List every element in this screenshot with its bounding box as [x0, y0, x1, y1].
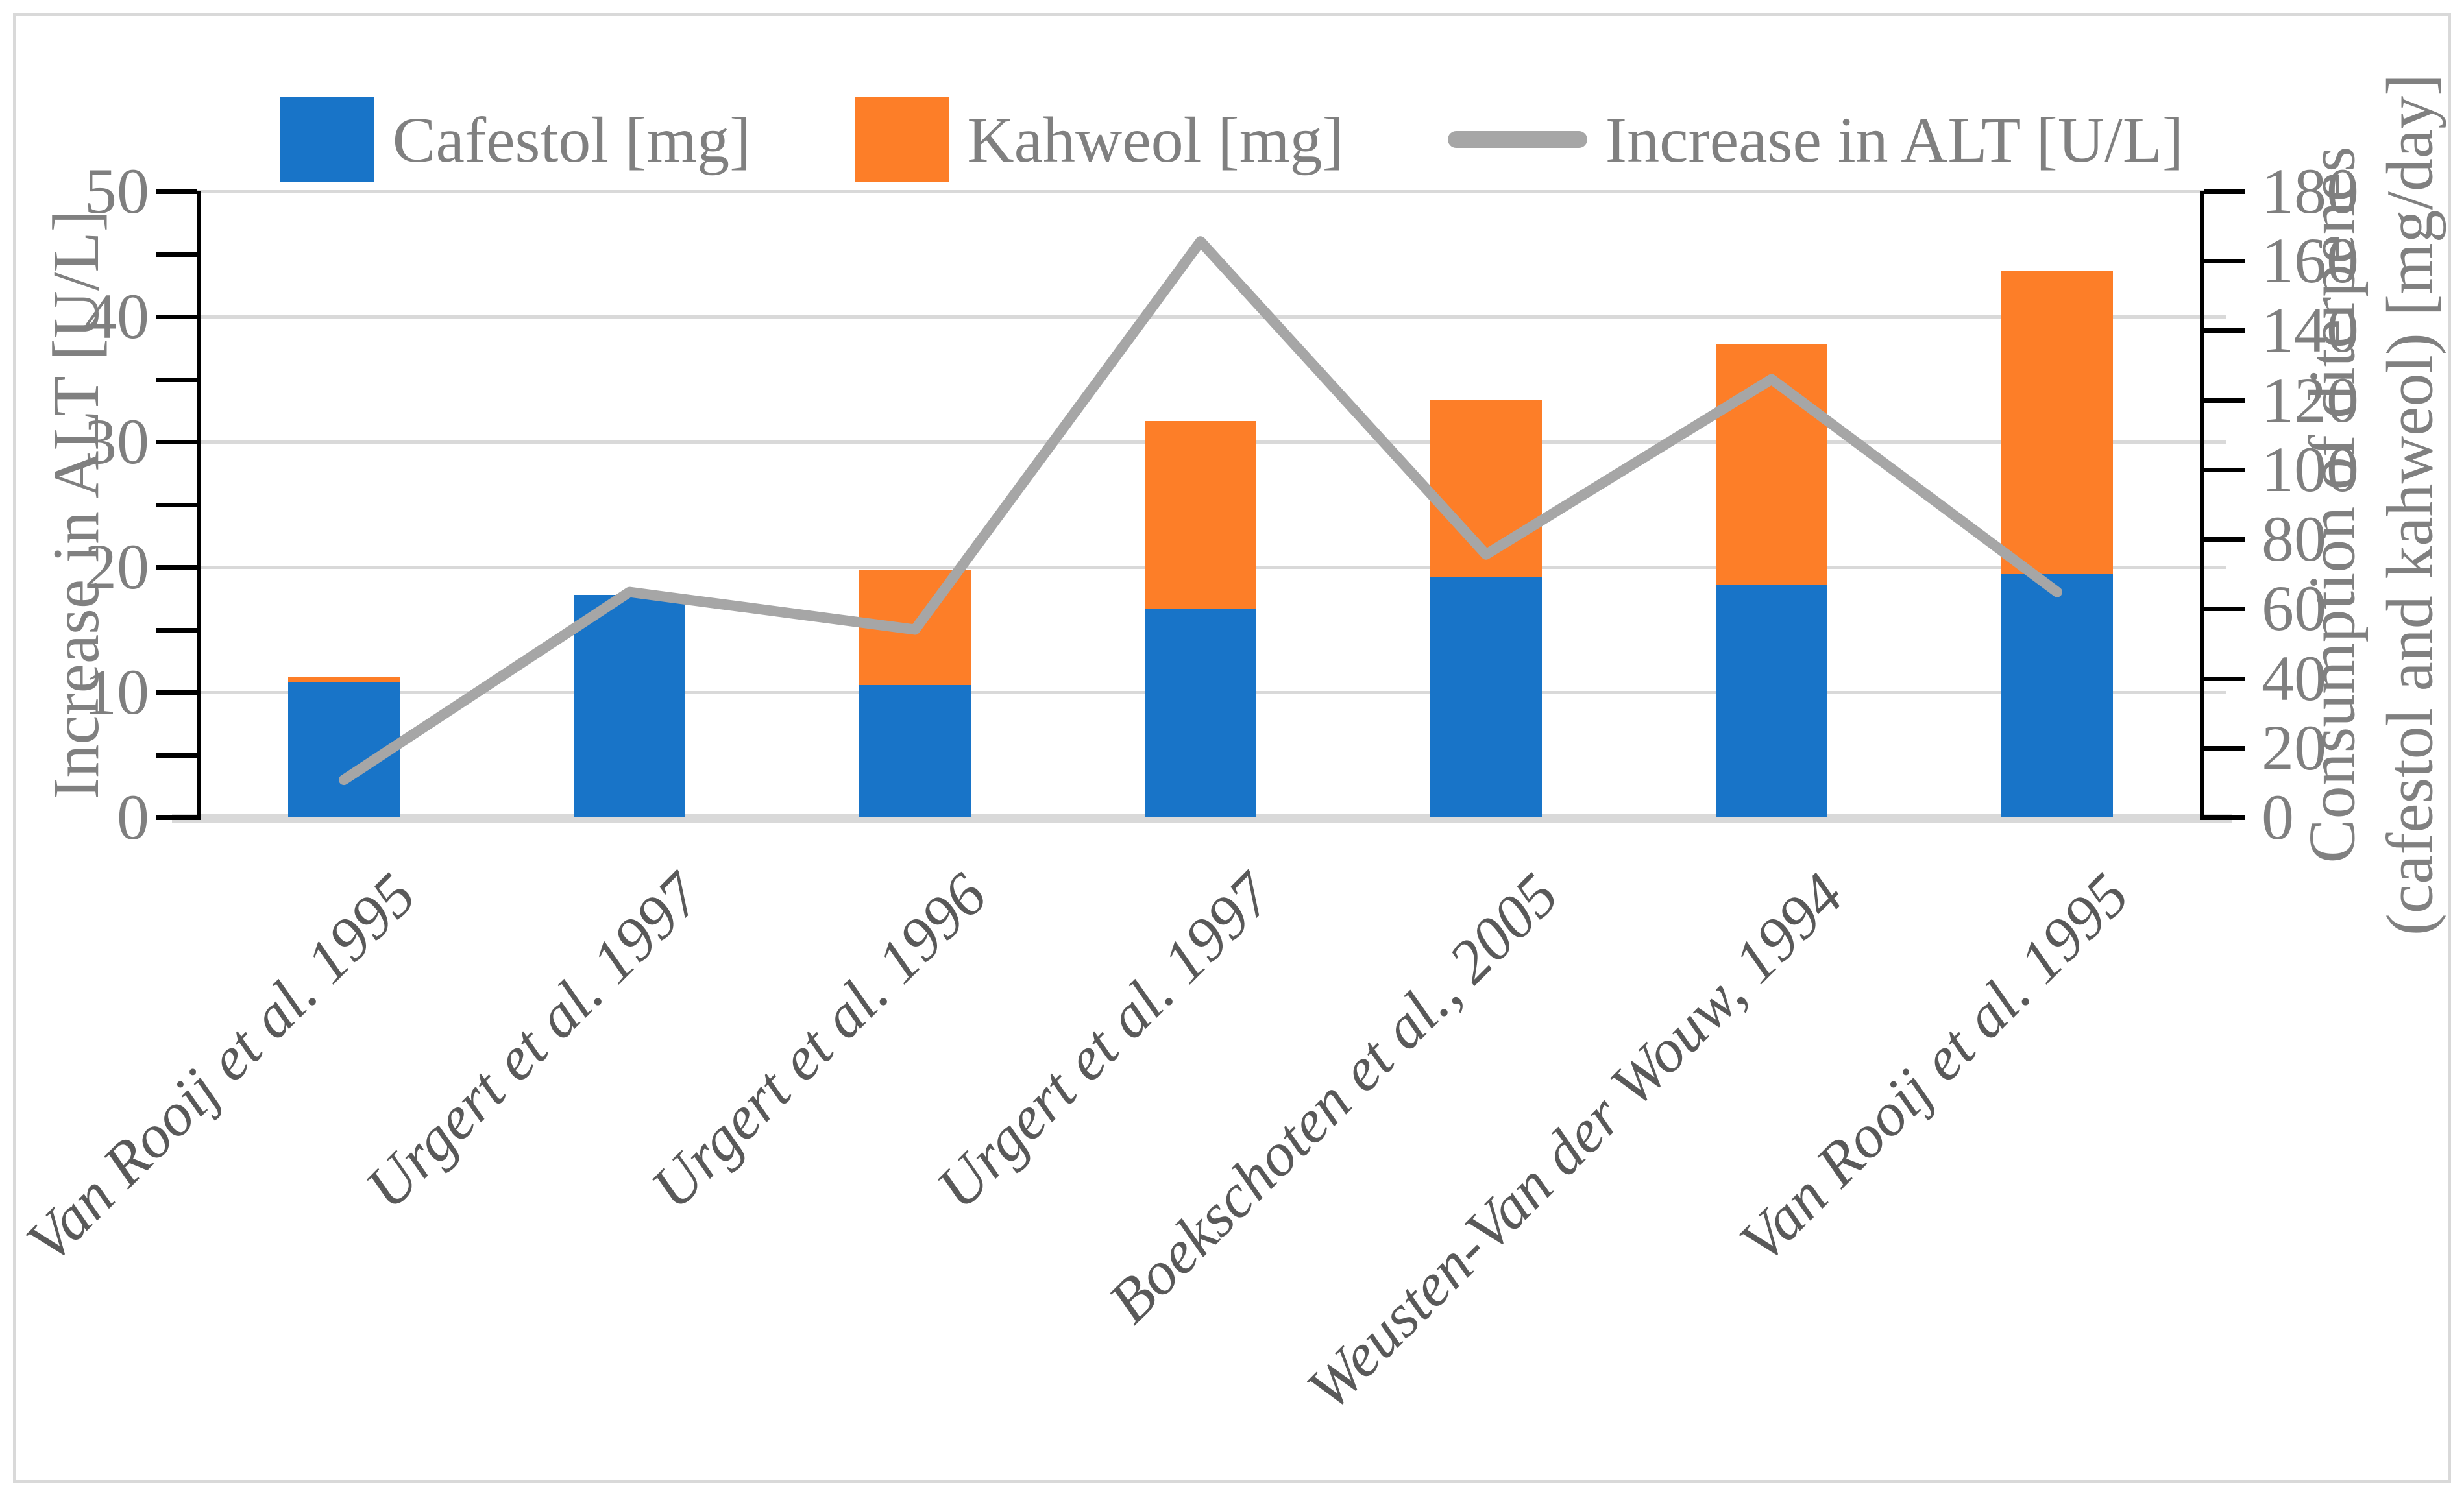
left-axis-tick-label: 0	[117, 781, 149, 853]
right-axis-tick-label: 40	[2262, 642, 2326, 714]
legend-item-cafestol: Cafestol [mg]	[280, 97, 751, 182]
gridline	[175, 190, 2226, 193]
right-axis-tick	[2204, 467, 2245, 472]
left-axis-tick	[156, 502, 197, 507]
left-axis-tick-label: 20	[84, 531, 149, 603]
right-axis-tick-label: 120	[2262, 363, 2359, 436]
left-axis-tick	[156, 315, 197, 319]
right-axis-tick-label: 140	[2262, 294, 2359, 367]
right-axis-tick-label: 160	[2262, 224, 2359, 297]
right-axis-tick	[2204, 328, 2245, 333]
bar-cafestol	[2001, 573, 2113, 817]
legend-item-kahweol: Kahweol [mg]	[855, 97, 1344, 182]
right-axis-tick-label: 60	[2262, 572, 2326, 645]
left-axis-tick-label: 10	[84, 656, 149, 728]
right-axis-tick-label: 0	[2262, 781, 2294, 853]
bar-kahweol	[1145, 420, 1256, 609]
bar-cafestol	[1716, 584, 1827, 817]
alt-line-series	[339, 236, 2062, 786]
left-axis-tick-label: 50	[84, 155, 149, 227]
right-axis-tick-label: 20	[2262, 711, 2326, 784]
left-axis-tick	[156, 815, 197, 820]
right-axis-tick	[2204, 607, 2245, 612]
bar-cafestol	[1430, 577, 1542, 817]
legend-label-cafestol: Cafestol [mg]	[392, 103, 751, 176]
alt-line-swatch-icon	[1447, 131, 1587, 148]
right-axis-tick	[2204, 676, 2245, 681]
left-axis-tick	[156, 377, 197, 382]
right-axis-line	[2200, 191, 2204, 820]
left-axis-tick	[156, 690, 197, 695]
left-axis-tick	[156, 189, 197, 194]
left-axis-tick	[156, 440, 197, 444]
right-axis-tick-label: 180	[2262, 155, 2359, 227]
bar-cafestol	[1145, 609, 1256, 817]
left-axis-tick	[156, 565, 197, 570]
legend-label-alt: Increase in ALT [U/L]	[1605, 103, 2184, 176]
chart-border	[13, 13, 2451, 1483]
right-axis-tick	[2204, 815, 2245, 820]
right-axis-tick	[2204, 259, 2245, 264]
right-axis-tick	[2204, 398, 2245, 403]
kahweol-swatch-icon	[855, 97, 949, 182]
bar-kahweol	[288, 676, 400, 682]
left-axis-line	[197, 191, 201, 820]
chart-legend: Cafestol [mg] Kahweol [mg] Increase in A…	[0, 84, 2464, 195]
right-axis-tick-label: 100	[2262, 433, 2359, 505]
left-axis-tick-label: 30	[84, 405, 149, 477]
left-axis-tick-label: 40	[84, 280, 149, 352]
bar-cafestol	[574, 594, 685, 817]
left-axis-tick	[156, 627, 197, 633]
left-axis-tick	[156, 252, 197, 257]
cafestol-swatch-icon	[280, 97, 374, 182]
right-axis-tick	[2204, 189, 2245, 194]
bar-cafestol	[859, 685, 971, 817]
gridline	[175, 315, 2226, 319]
bar-kahweol	[2001, 271, 2113, 574]
right-axis-tick	[2204, 745, 2245, 751]
right-axis-tick-label: 80	[2262, 503, 2326, 575]
right-axis-tick	[2204, 537, 2245, 542]
left-axis-tick	[156, 753, 197, 758]
legend-label-kahweol: Kahweol [mg]	[967, 103, 1344, 176]
legend-item-alt-line: Increase in ALT [U/L]	[1447, 103, 2184, 177]
